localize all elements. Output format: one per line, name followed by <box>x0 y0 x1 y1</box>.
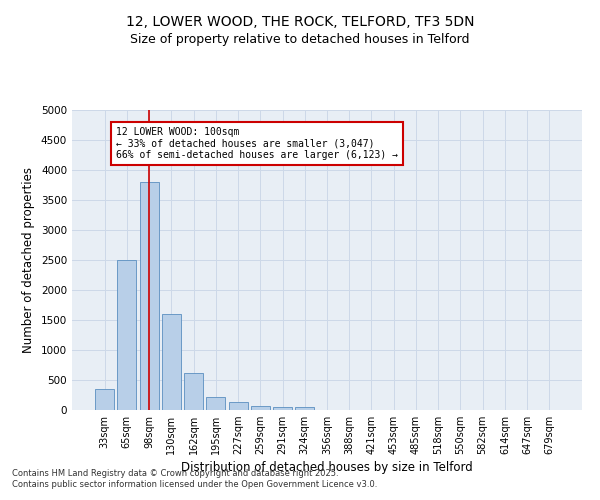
Text: 12 LOWER WOOD: 100sqm
← 33% of detached houses are smaller (3,047)
66% of semi-d: 12 LOWER WOOD: 100sqm ← 33% of detached … <box>116 127 398 160</box>
Bar <box>206 397 225 410</box>
Bar <box>95 389 114 410</box>
X-axis label: Distribution of detached houses by size in Telford: Distribution of detached houses by size … <box>181 462 473 474</box>
Bar <box>140 182 158 410</box>
Bar <box>162 314 181 410</box>
Bar <box>118 260 136 410</box>
Y-axis label: Number of detached properties: Number of detached properties <box>22 167 35 353</box>
Bar <box>295 407 314 410</box>
Text: Size of property relative to detached houses in Telford: Size of property relative to detached ho… <box>130 32 470 46</box>
Bar <box>251 406 270 410</box>
Bar <box>184 373 203 410</box>
Text: Contains HM Land Registry data © Crown copyright and database right 2025.: Contains HM Land Registry data © Crown c… <box>12 468 338 477</box>
Text: 12, LOWER WOOD, THE ROCK, TELFORD, TF3 5DN: 12, LOWER WOOD, THE ROCK, TELFORD, TF3 5… <box>126 15 474 29</box>
Bar <box>273 407 292 410</box>
Text: Contains public sector information licensed under the Open Government Licence v3: Contains public sector information licen… <box>12 480 377 489</box>
Bar <box>229 402 248 410</box>
